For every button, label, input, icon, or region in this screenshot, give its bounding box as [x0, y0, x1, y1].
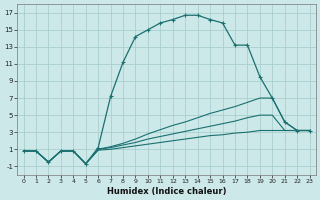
X-axis label: Humidex (Indice chaleur): Humidex (Indice chaleur): [107, 187, 226, 196]
